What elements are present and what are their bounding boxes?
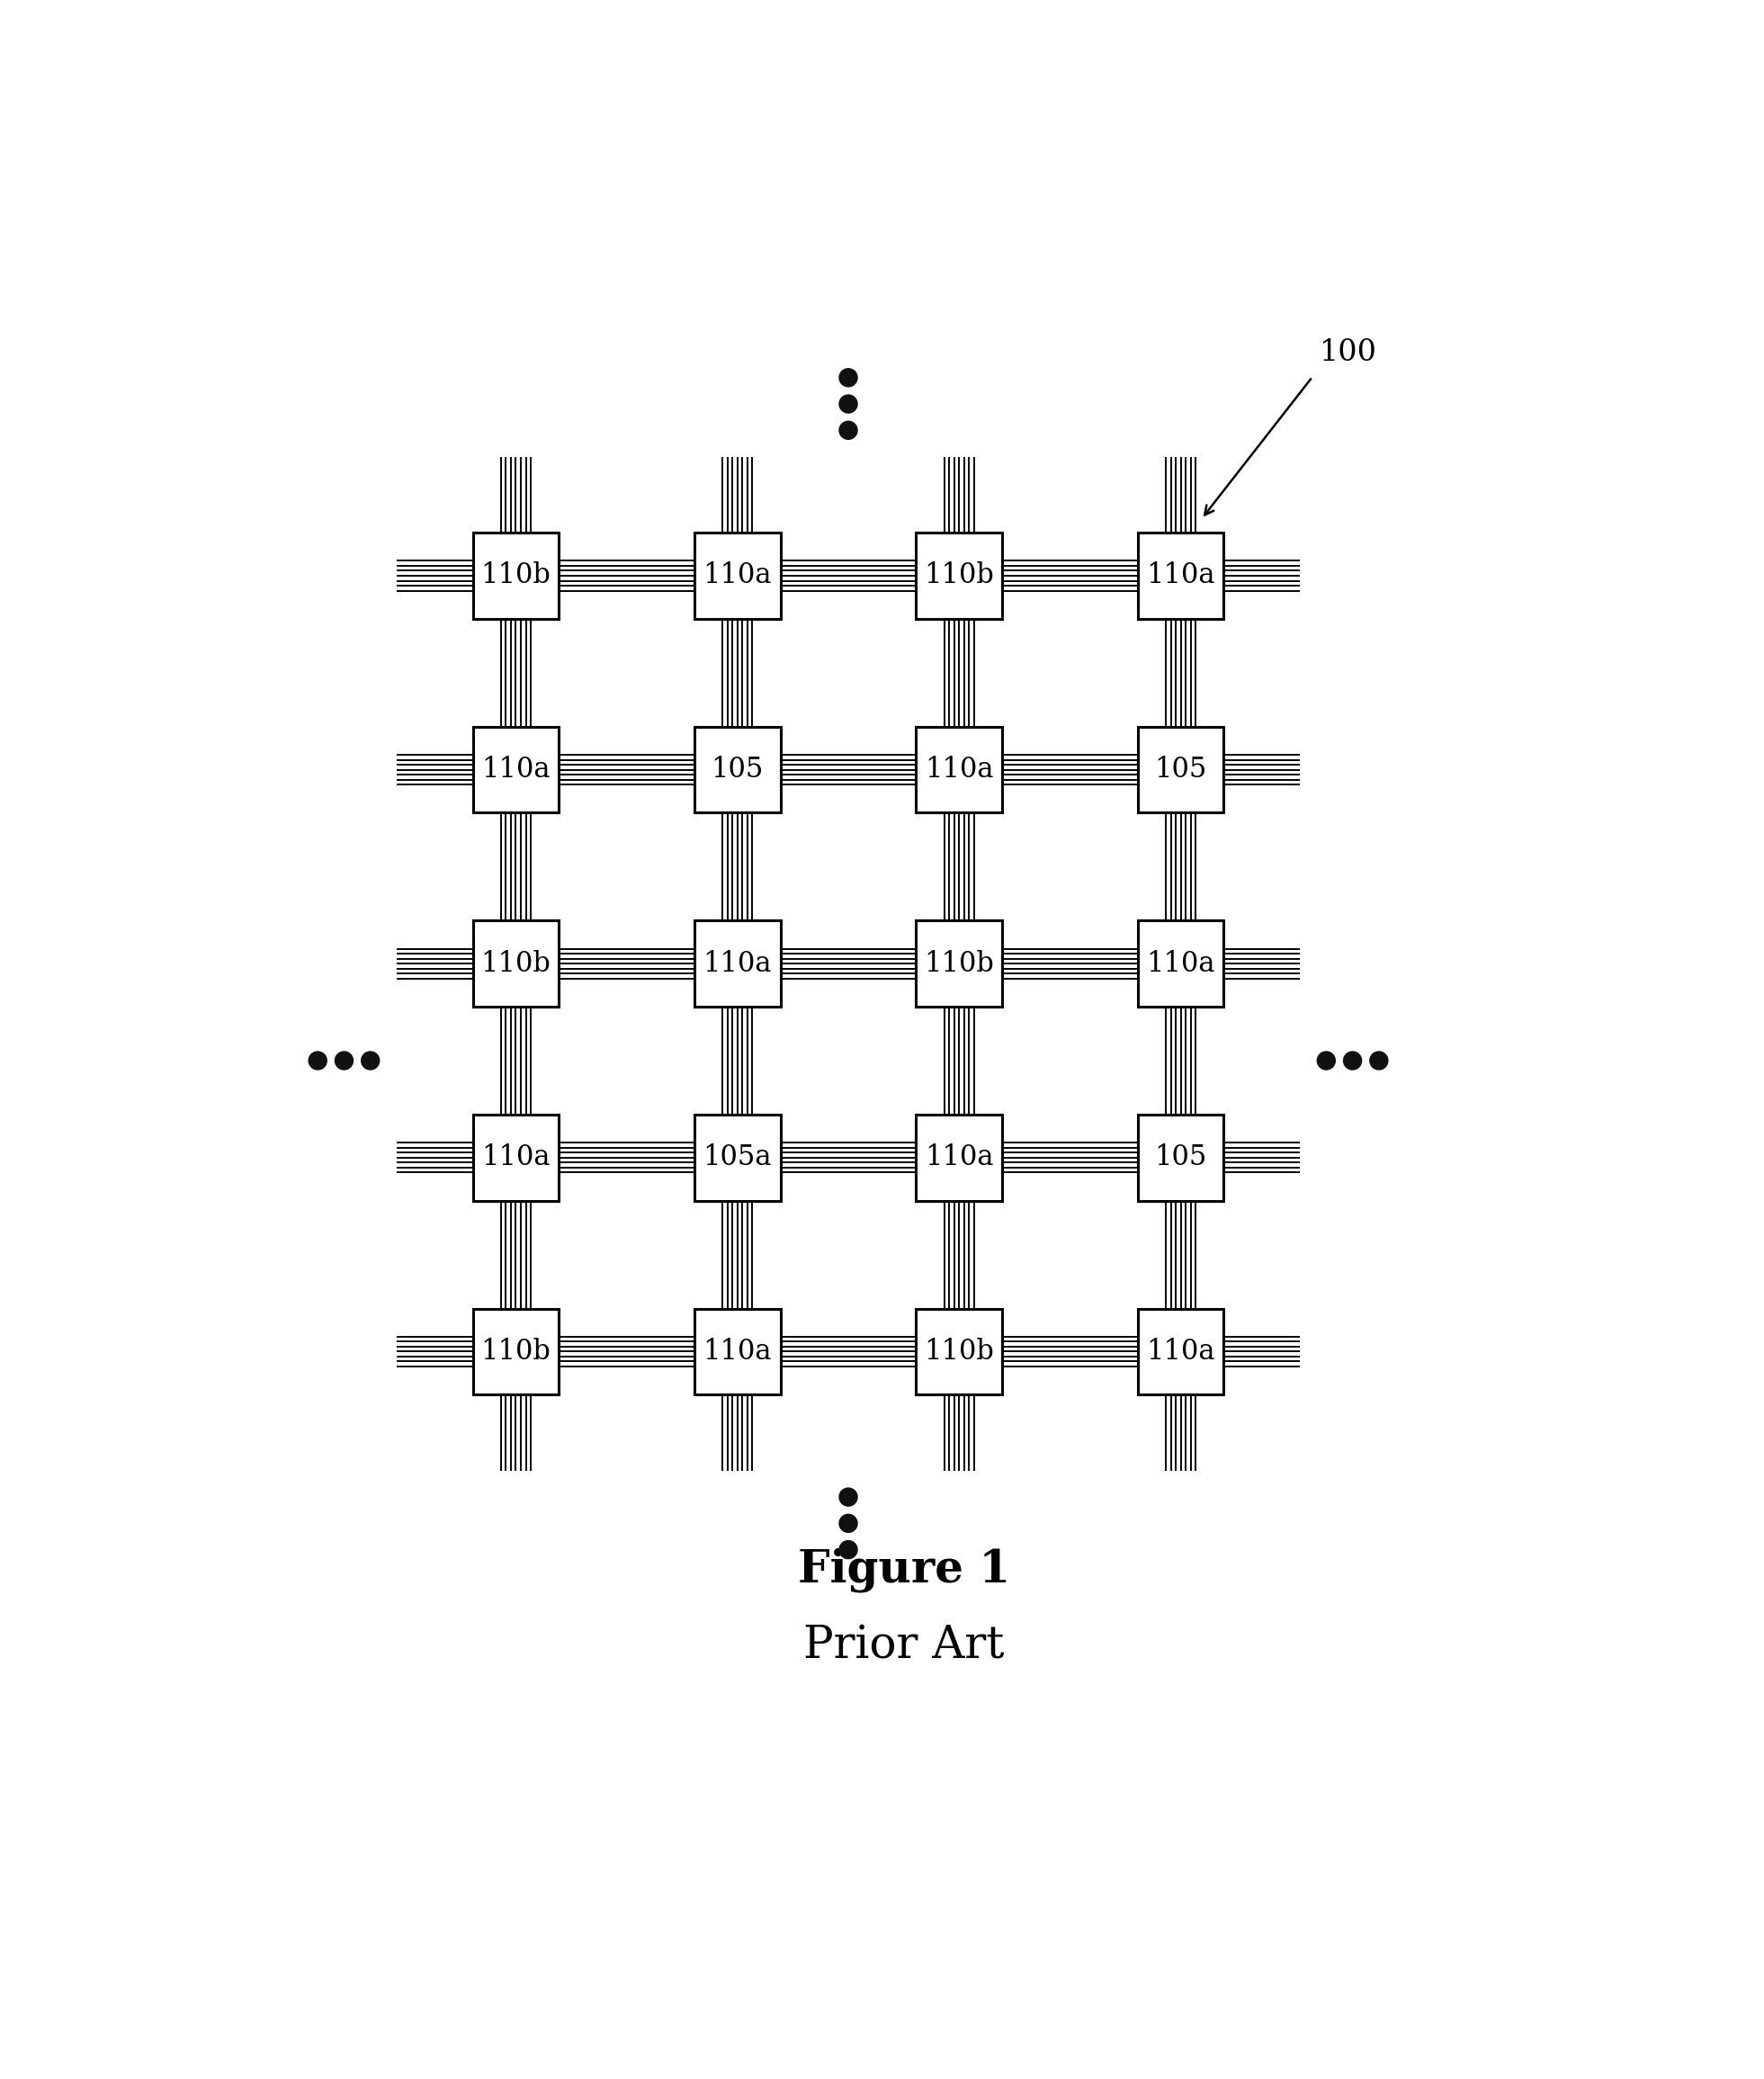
Bar	[916, 1308, 1002, 1395]
Bar	[1138, 1308, 1224, 1395]
FancyArrowPatch shape	[1205, 378, 1311, 516]
Bar	[916, 728, 1002, 813]
Text: 110a: 110a	[924, 1143, 993, 1173]
Bar	[1138, 532, 1224, 620]
Bar	[473, 1308, 559, 1395]
Circle shape	[1318, 1052, 1335, 1069]
Bar	[473, 921, 559, 1006]
Bar	[473, 728, 559, 813]
Circle shape	[840, 1541, 857, 1559]
Text: 110a: 110a	[704, 561, 773, 590]
Text: 110b: 110b	[924, 561, 995, 590]
Bar	[1138, 1114, 1224, 1200]
Text: 110a: 110a	[704, 1337, 773, 1366]
Text: 110b: 110b	[482, 950, 550, 977]
Text: Prior Art: Prior Art	[804, 1624, 1004, 1667]
Text: 110a: 110a	[924, 757, 993, 784]
Bar	[695, 532, 780, 620]
Circle shape	[1371, 1052, 1388, 1069]
Text: 110a: 110a	[482, 757, 550, 784]
Circle shape	[840, 395, 857, 414]
Text: 110a: 110a	[704, 950, 773, 977]
Circle shape	[335, 1052, 353, 1069]
Text: 105: 105	[711, 757, 764, 784]
Bar	[695, 1308, 780, 1395]
Bar	[916, 1114, 1002, 1200]
Circle shape	[840, 368, 857, 387]
Bar	[695, 1114, 780, 1200]
Text: 110b: 110b	[482, 1337, 550, 1366]
Bar	[695, 921, 780, 1006]
Bar	[1138, 728, 1224, 813]
Text: 110a: 110a	[1147, 561, 1215, 590]
Bar	[473, 532, 559, 620]
Text: 110a: 110a	[1147, 1337, 1215, 1366]
Text: 110b: 110b	[924, 1337, 995, 1366]
Circle shape	[1344, 1052, 1362, 1069]
Circle shape	[362, 1052, 379, 1069]
Circle shape	[840, 1514, 857, 1532]
Bar	[695, 728, 780, 813]
Bar	[916, 921, 1002, 1006]
Text: Figure 1: Figure 1	[797, 1547, 1011, 1593]
Text: 100: 100	[1319, 339, 1378, 368]
Text: 105: 105	[1154, 1143, 1207, 1173]
Bar	[473, 1114, 559, 1200]
Text: 110b: 110b	[924, 950, 995, 977]
Text: 110a: 110a	[1147, 950, 1215, 977]
Text: 110a: 110a	[482, 1143, 550, 1173]
Text: 110b: 110b	[482, 561, 550, 590]
Text: 105a: 105a	[704, 1143, 773, 1173]
Circle shape	[840, 422, 857, 439]
Bar	[916, 532, 1002, 620]
Bar	[1138, 921, 1224, 1006]
Circle shape	[309, 1052, 326, 1069]
Text: 105: 105	[1154, 757, 1207, 784]
Circle shape	[840, 1489, 857, 1505]
